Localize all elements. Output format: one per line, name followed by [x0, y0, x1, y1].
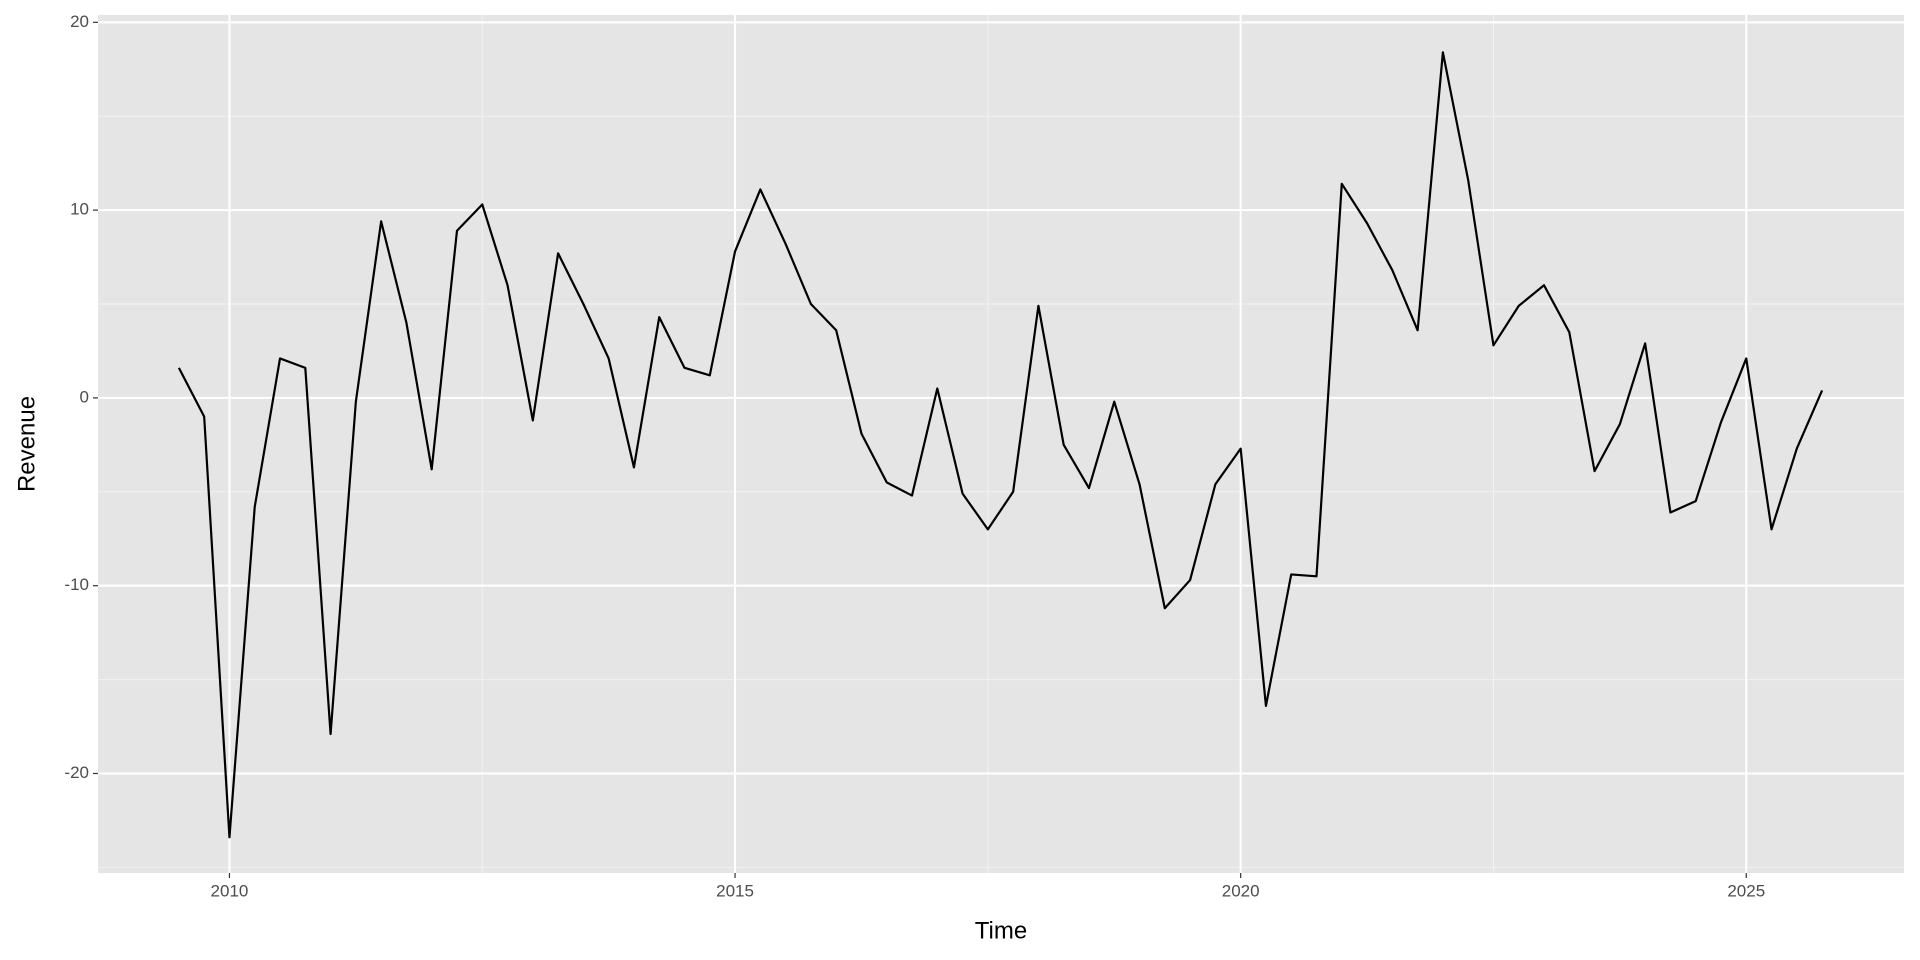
y-tick-label: 20	[70, 12, 89, 31]
y-tick-label: -10	[64, 575, 89, 594]
y-tick-label: -20	[64, 763, 89, 782]
y-tick-label: 10	[70, 200, 89, 219]
x-tick-label: 2010	[211, 881, 249, 900]
x-tick-label: 2020	[1222, 881, 1260, 900]
x-tick-label: 2025	[1727, 881, 1765, 900]
line	[177, 51, 1824, 839]
y-axis-title: Revenue	[13, 396, 40, 492]
x-axis-title: Time	[975, 917, 1027, 944]
x-tick-label: 2015	[716, 881, 754, 900]
panel	[98, 15, 1904, 873]
y-tick-label: 0	[80, 387, 89, 406]
